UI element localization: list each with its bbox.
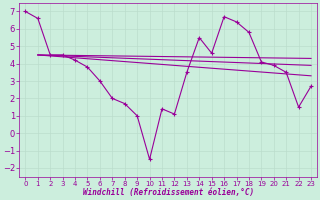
X-axis label: Windchill (Refroidissement éolien,°C): Windchill (Refroidissement éolien,°C) — [83, 188, 254, 197]
